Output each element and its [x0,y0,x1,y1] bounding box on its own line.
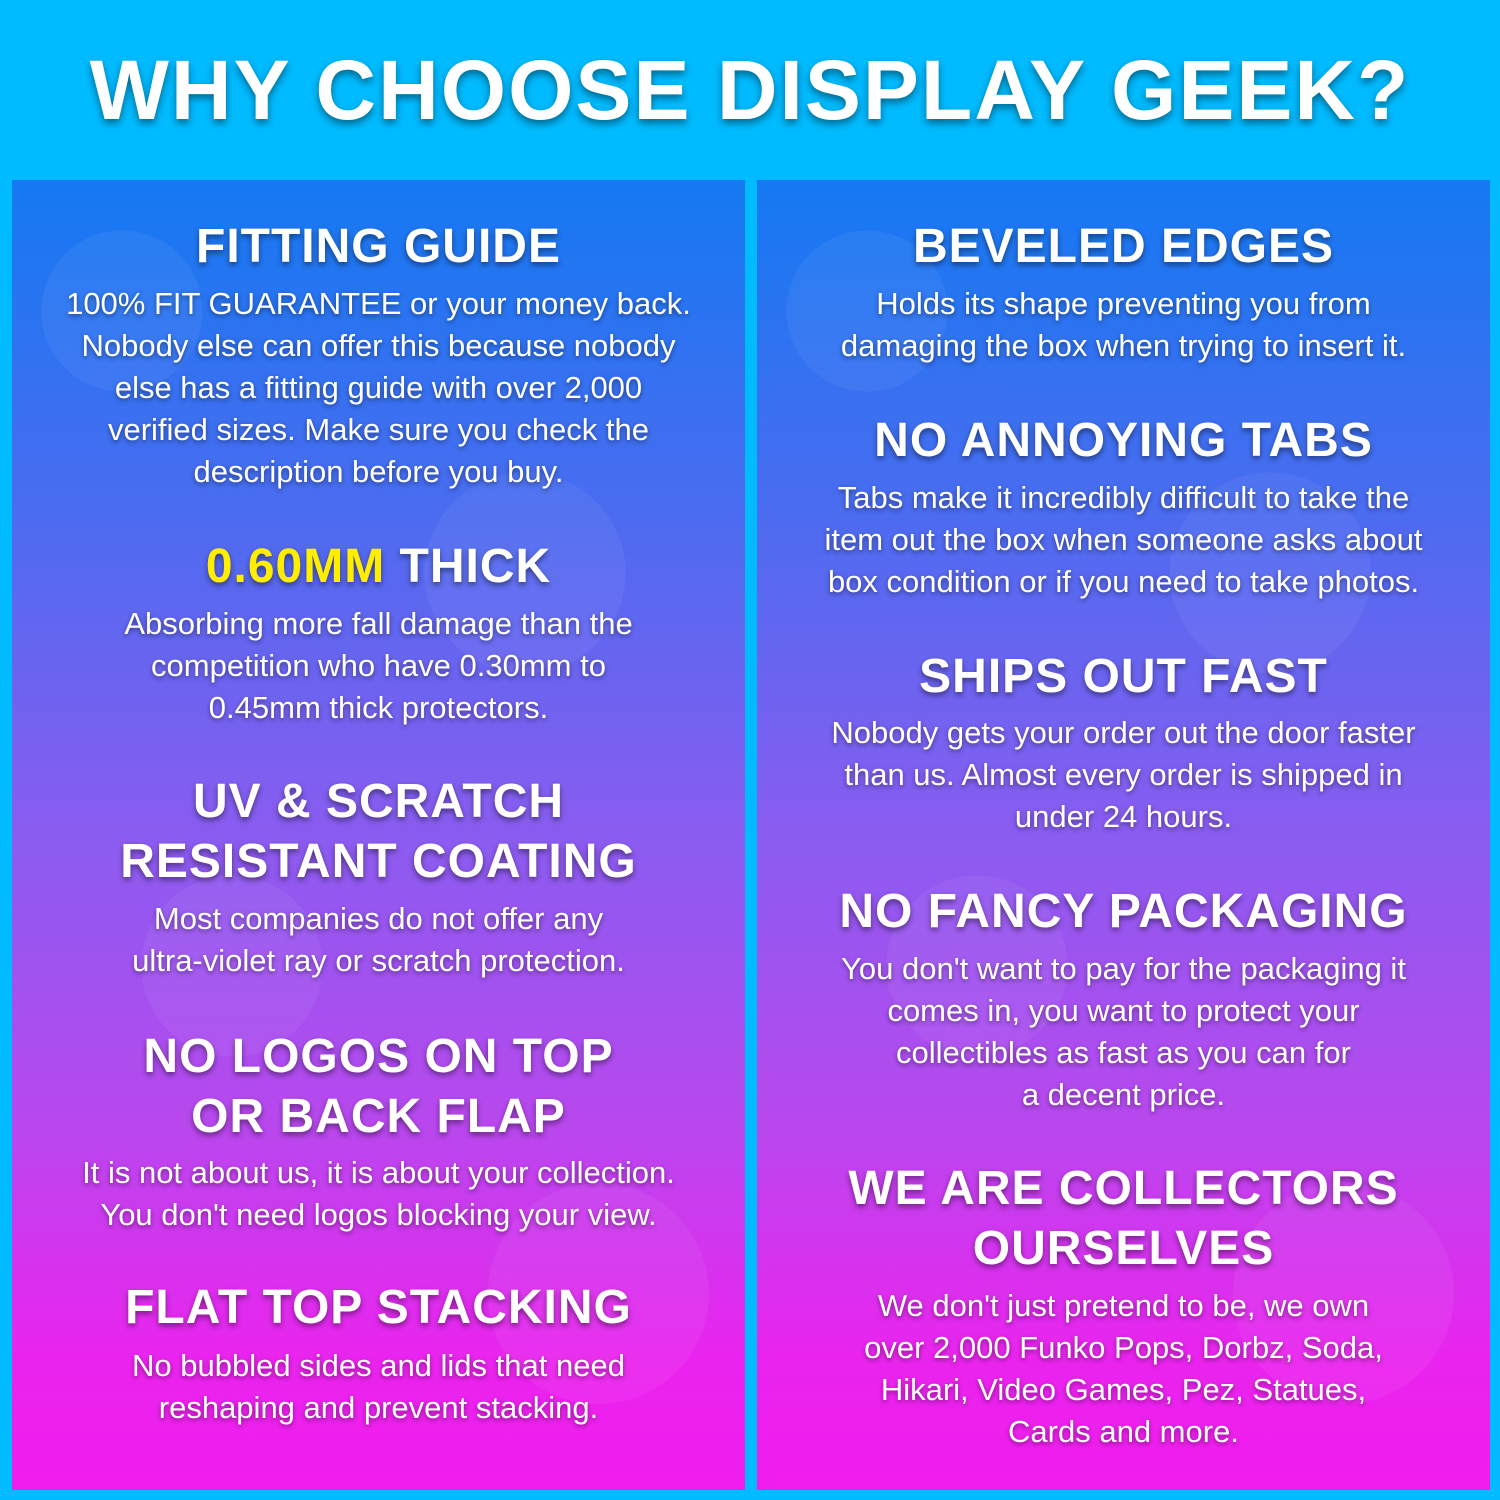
body-line: than us. Almost every order is shipped i… [844,757,1403,792]
heading-line: 0.60MM THICK [12,537,745,597]
feature-heading: 0.60MM THICK [12,537,745,597]
body-line: You don't want to pay for the packaging … [841,951,1406,986]
body-line: damaging the box when trying to insert i… [840,328,1407,363]
feature-heading: WE ARE COLLECTORS OURSELVES [757,1159,1490,1279]
feature-description: No bubbled sides and lids that need resh… [12,1345,745,1429]
feature-description: Tabs make it incredibly difficult to tak… [757,477,1490,603]
feature-description: 100% FIT GUARANTEE or your money back. N… [12,283,745,493]
body-line: collectibles as fast as you can for [896,1035,1351,1070]
feature-description: Absorbing more fall damage than the comp… [12,603,745,729]
body-line: box condition or if you need to take pho… [827,564,1420,599]
feature-description: Nobody gets your order out the door fast… [757,712,1490,838]
body-line: reshaping and prevent stacking. [158,1390,599,1425]
heading-line: SHIPS OUT FAST [919,650,1328,703]
feature-description: You don't want to pay for the packaging … [757,948,1490,1116]
feature-heading: FLAT TOP STACKING [12,1278,745,1338]
feature-heading: UV & SCRATCH RESISTANT COATING [12,772,745,892]
heading-line: FITTING GUIDE [196,220,561,273]
heading-line: UV & SCRATCH [192,775,565,828]
body-line: Nobody gets your order out the door fast… [831,715,1416,750]
right-feature-panel: BEVELED EDGES Holds its shape preventing… [757,180,1490,1490]
body-line: Nobody else can offer this because nobod… [81,328,676,363]
body-line: Holds its shape preventing you from [876,286,1371,321]
feature-heading: FITTING GUIDE [12,217,745,277]
body-line: a decent price. [1021,1077,1226,1112]
body-line: item out the box when someone asks about [824,522,1423,557]
body-line: comes in, you want to protect your [887,993,1360,1028]
body-line: under 24 hours. [1014,799,1233,834]
body-line: competition who have 0.30mm to [151,648,606,683]
body-line: 0.45mm thick protectors. [208,690,549,725]
heading-highlight: 0.60MM [205,540,386,593]
feature-heading: SHIPS OUT FAST [757,647,1490,707]
feature-description: Most companies do not offer any ultra-vi… [12,898,745,982]
body-line: Tabs make it incredibly difficult to tak… [837,480,1410,515]
heading-line: WE ARE COLLECTORS [848,1162,1399,1215]
heading-line: BEVELED EDGES [912,220,1335,273]
feature-heading: BEVELED EDGES [757,217,1490,277]
body-line: No bubbled sides and lids that need [132,1348,625,1383]
body-line: verified sizes. Make sure you check the [107,412,650,447]
feature-heading: NO FANCY PACKAGING [757,882,1490,942]
heading-line: OURSELVES [972,1222,1275,1275]
body-line: else has a fitting guide with over 2,000 [114,370,643,405]
body-line: over 2,000 Funko Pops, Dorbz, Soda, [864,1330,1383,1365]
body-line: Most companies do not offer any [153,901,604,936]
body-line: Cards and more. [1008,1414,1239,1449]
body-line: It is not about us, it is about your col… [82,1155,675,1190]
heading-line: RESISTANT COATING [120,835,637,888]
body-line: Hikari, Video Games, Pez, Statues, [880,1372,1367,1407]
body-line: description before you buy. [193,454,564,489]
body-line: ultra-violet ray or scratch protection. [132,943,625,978]
feature-heading: NO ANNOYING TABS [757,411,1490,471]
heading-line: FLAT TOP STACKING [125,1281,632,1334]
body-line: You don't need logos blocking your view. [100,1197,657,1232]
feature-description: We don't just pretend to be, we own over… [757,1285,1490,1453]
heading-line: NO ANNOYING TABS [874,414,1373,467]
heading-line: NO FANCY PACKAGING [839,885,1408,938]
page-title: WHY CHOOSE DISPLAY GEEK? [89,43,1411,137]
feature-heading: NO LOGOS ON TOP OR BACK FLAP [12,1027,745,1147]
heading-rest: THICK [385,540,552,593]
left-feature-panel: FITTING GUIDE 100% FIT GUARANTEE or your… [12,180,745,1490]
heading-line: NO LOGOS ON TOP [143,1030,614,1083]
feature-description: It is not about us, it is about your col… [12,1152,745,1236]
body-line: 100% FIT GUARANTEE or your money back. [66,286,691,321]
body-line: We don't just pretend to be, we own [877,1288,1370,1323]
heading-line: OR BACK FLAP [191,1090,566,1143]
feature-description: Holds its shape preventing you from dama… [757,283,1490,367]
body-line: Absorbing more fall damage than the [124,606,633,641]
